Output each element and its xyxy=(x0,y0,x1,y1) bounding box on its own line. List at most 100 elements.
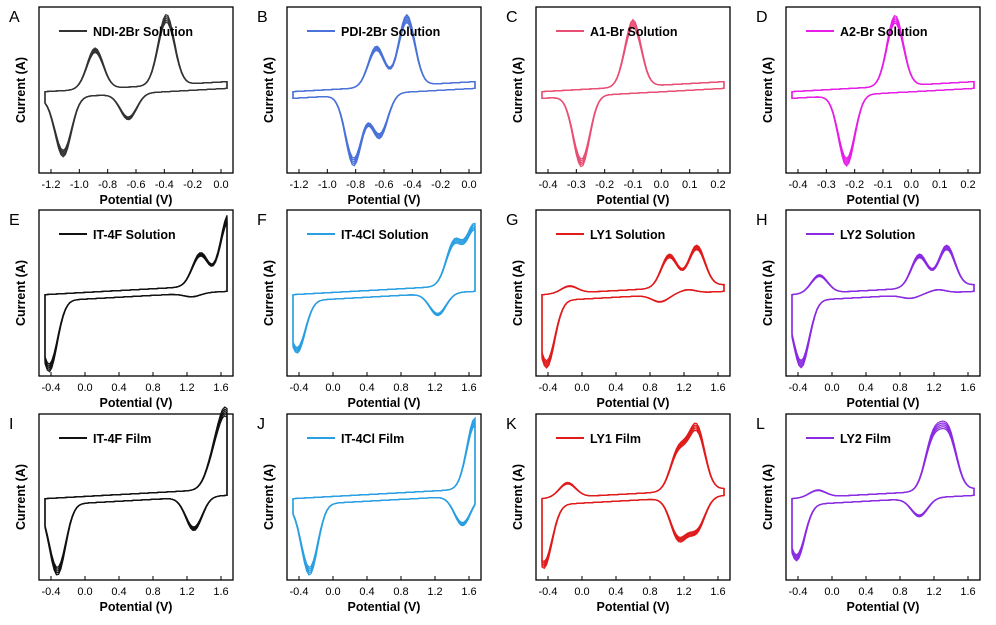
cv-cycle-line xyxy=(292,229,476,349)
x-tick-label: 0.4 xyxy=(608,586,623,598)
x-tick-label: 0.0 xyxy=(77,382,92,394)
x-axis-label: Potential (V) xyxy=(847,396,920,410)
y-axis-label: Current (A) xyxy=(761,57,775,123)
panel-e: E IT-4F Solution -0.4 0.0 0.4 0.8 1.2 1.6 Potent… xyxy=(9,209,234,410)
cv-curves xyxy=(292,222,476,354)
plot-frame xyxy=(38,209,234,377)
x-tick-label: -0.4 xyxy=(539,586,558,598)
x-tick-label: -0.4 xyxy=(539,179,558,191)
panel-i: I IT-4F Film -0.4 0.0 0.4 0.8 1.2 1.6 Potential … xyxy=(9,406,234,614)
y-axis-label: Current (A) xyxy=(511,57,525,123)
cv-curves xyxy=(791,14,975,167)
panel-letter: J xyxy=(257,416,265,433)
x-axis-label: Potential (V) xyxy=(100,600,173,614)
cv-cycle-line xyxy=(292,13,476,167)
plot-frame xyxy=(785,209,981,377)
x-axis-label: Potential (V) xyxy=(597,396,670,410)
plot-frame xyxy=(785,413,981,581)
cv-cycle-line xyxy=(541,247,725,364)
x-axis-label: Potential (V) xyxy=(348,600,421,614)
panel-letter: K xyxy=(506,416,517,433)
x-tick-label: -0.4 xyxy=(155,179,174,191)
panel-letter: E xyxy=(9,212,20,229)
cv-cycle-line xyxy=(541,426,725,566)
x-tick-label: -0.1 xyxy=(624,179,643,191)
cv-cycle-line xyxy=(541,248,725,362)
legend-label: IT-4Cl Film xyxy=(341,432,404,446)
x-tick-label: -0.2 xyxy=(183,179,202,191)
y-axis-label: Current (A) xyxy=(262,260,276,326)
cv-cycle-line xyxy=(791,244,975,369)
x-tick-label: 1.2 xyxy=(179,586,194,598)
x-tick-label: 1.6 xyxy=(213,586,228,598)
x-tick-label: 0.1 xyxy=(932,179,947,191)
panel-letter: H xyxy=(756,212,768,229)
x-tick-label: 1.2 xyxy=(676,586,691,598)
x-tick-label: 0.4 xyxy=(111,586,126,598)
plot-frame xyxy=(286,413,482,581)
x-axis-label: Potential (V) xyxy=(100,193,173,207)
cv-cycle-line xyxy=(44,215,228,373)
plot-frame xyxy=(38,413,234,581)
x-tick-label: -0.8 xyxy=(98,179,117,191)
x-tick-label: 0.4 xyxy=(111,382,126,394)
cv-curves xyxy=(541,18,725,168)
panel-letter: C xyxy=(506,9,518,26)
plot-frame xyxy=(535,413,731,581)
plot-frame xyxy=(535,209,731,377)
panel-letter: A xyxy=(9,9,20,26)
cv-curves xyxy=(44,13,228,158)
x-tick-label: -0.1 xyxy=(874,179,893,191)
legend-label: LY1 Film xyxy=(590,432,641,446)
x-tick-label: 0.0 xyxy=(824,586,839,598)
x-tick-label: 0.0 xyxy=(461,179,476,191)
panel-letter: L xyxy=(756,416,765,433)
panel-letter: F xyxy=(257,212,267,229)
panel-a: A NDI-2Br Solution -1.2 -1.0 -0.8 -0.6 -0.4 -0.… xyxy=(9,6,234,207)
panel-f: F IT-4Cl Solution -0.4 0.0 0.4 0.8 1.2 1.6 Poten… xyxy=(257,209,482,410)
cv-cycle-line xyxy=(791,427,975,556)
y-axis-label: Current (A) xyxy=(511,464,525,530)
legend-label: A1-Br Solution xyxy=(590,25,678,39)
x-tick-label: 0.4 xyxy=(608,382,623,394)
legend-label: A2-Br Solution xyxy=(840,25,928,39)
x-tick-label: -1.0 xyxy=(70,179,89,191)
x-axis-label: Potential (V) xyxy=(597,600,670,614)
x-tick-label: -0.6 xyxy=(127,179,146,191)
legend-label: LY2 Film xyxy=(840,432,891,446)
x-tick-label: -0.4 xyxy=(539,382,558,394)
panel-j: J IT-4Cl Film -0.4 0.0 0.4 0.8 1.2 1.6 Potential… xyxy=(257,413,482,614)
x-tick-label: 0.0 xyxy=(325,586,340,598)
x-tick-label: 0.0 xyxy=(213,179,228,191)
x-tick-label: 0.8 xyxy=(892,586,907,598)
panel-letter: G xyxy=(506,212,518,229)
x-tick-label: -0.6 xyxy=(375,179,394,191)
x-tick-label: 0.0 xyxy=(574,382,589,394)
cv-cycle-line xyxy=(292,416,476,576)
legend-label: LY1 Solution xyxy=(590,228,665,242)
cv-cycle-line xyxy=(292,224,476,353)
x-tick-label: 1.6 xyxy=(461,382,476,394)
x-tick-label: -0.3 xyxy=(817,179,836,191)
cv-cycle-line xyxy=(292,222,476,354)
panel-l: L LY2 Film -0.4 0.0 0.4 0.8 1.2 1.6 Potential (V… xyxy=(756,413,981,614)
x-tick-label: 1.2 xyxy=(676,382,691,394)
x-tick-label: -0.4 xyxy=(403,179,422,191)
x-tick-label: 1.2 xyxy=(427,382,442,394)
x-axis-label: Potential (V) xyxy=(348,396,421,410)
cv-curves xyxy=(44,215,228,373)
x-tick-label: -0.3 xyxy=(567,179,586,191)
x-tick-label: 0.8 xyxy=(393,382,408,394)
cv-curves xyxy=(541,244,725,369)
x-tick-label: 1.6 xyxy=(461,586,476,598)
x-tick-label: 1.6 xyxy=(960,382,975,394)
cv-cycle-line xyxy=(541,428,725,564)
x-axis-label: Potential (V) xyxy=(847,193,920,207)
x-tick-label: 0.1 xyxy=(682,179,697,191)
legend-label: IT-4F Solution xyxy=(93,228,176,242)
y-axis-label: Current (A) xyxy=(511,260,525,326)
cv-cycle-line xyxy=(791,16,975,166)
x-tick-label: -0.4 xyxy=(42,382,61,394)
cv-curves xyxy=(292,13,476,167)
panel-letter: B xyxy=(257,9,268,26)
